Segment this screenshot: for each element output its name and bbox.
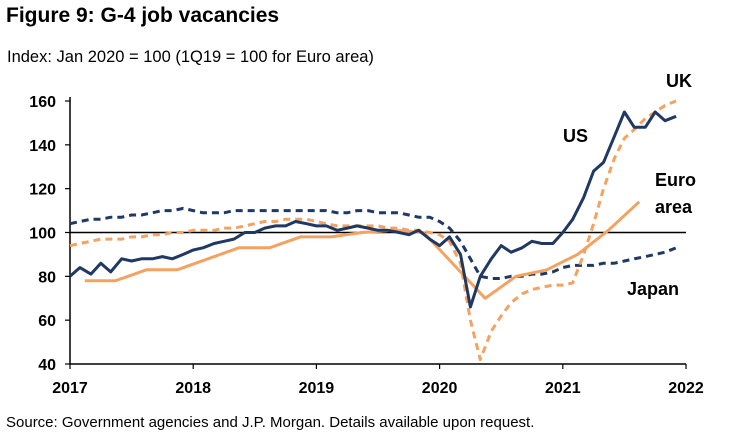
chart-title: Figure 9: G-4 job vacancies bbox=[6, 4, 280, 27]
y-tick-label: 120 bbox=[29, 182, 56, 199]
source-note: Source: Government agencies and J.P. Mor… bbox=[6, 414, 535, 431]
chart-subtitle: Index: Jan 2020 = 100 (1Q19 = 100 for Eu… bbox=[7, 48, 374, 66]
series-label-us: US bbox=[563, 126, 588, 146]
y-tick-label: 140 bbox=[29, 138, 56, 155]
series-line-us bbox=[69, 110, 677, 309]
series-line-japan bbox=[69, 206, 677, 280]
series-line-euro-area bbox=[84, 200, 641, 300]
x-tick-label: 2018 bbox=[175, 380, 211, 397]
x-tick-label: 2017 bbox=[52, 380, 88, 397]
x-tick-label: 2022 bbox=[668, 380, 704, 397]
y-tick-label: 80 bbox=[38, 269, 56, 286]
series-label-euro-area: area bbox=[655, 197, 693, 217]
series-label-uk: UK bbox=[666, 71, 692, 91]
y-tick-label: 40 bbox=[38, 357, 56, 374]
x-tick-label: 2021 bbox=[545, 380, 581, 397]
series-label-japan: Japan bbox=[627, 279, 679, 299]
y-tick-label: 100 bbox=[29, 226, 56, 243]
y-tick-label: 60 bbox=[38, 313, 56, 330]
series-line-uk bbox=[69, 99, 677, 362]
y-tick-label: 160 bbox=[29, 94, 56, 111]
x-tick-label: 2019 bbox=[299, 380, 335, 397]
x-tick-label: 2020 bbox=[422, 380, 458, 397]
series-label-euro-area: Euro bbox=[655, 170, 696, 190]
